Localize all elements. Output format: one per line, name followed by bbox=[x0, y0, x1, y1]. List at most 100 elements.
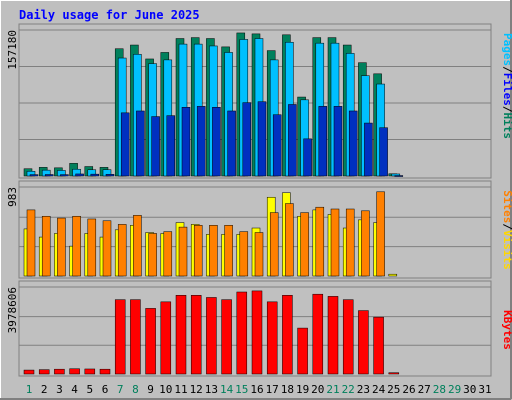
y-max-label: 3978606 bbox=[6, 287, 19, 333]
bar-pages-day-11 bbox=[181, 107, 191, 177]
bar-pages-day-12 bbox=[196, 106, 206, 177]
x-tick-label: 26 bbox=[402, 383, 415, 396]
bar-sites-day-7 bbox=[117, 224, 127, 277]
x-tick-label: 7 bbox=[117, 383, 124, 396]
bar-sites-day-15 bbox=[239, 231, 249, 277]
legend-separator: / bbox=[501, 106, 512, 113]
bar-sites-day-1 bbox=[26, 209, 36, 277]
bar-kbytes-day-25 bbox=[388, 372, 400, 375]
bar-pages-day-5 bbox=[90, 173, 100, 177]
bar-kbytes-day-20 bbox=[312, 293, 324, 375]
legend-visits: Visits bbox=[501, 230, 512, 270]
legend: Pages/Files/Hits bbox=[501, 33, 512, 139]
bar-kbytes-day-14 bbox=[221, 299, 232, 375]
x-tick-label: 31 bbox=[478, 383, 491, 396]
x-tick-label: 22 bbox=[342, 383, 355, 396]
bar-kbytes-day-3 bbox=[54, 368, 65, 375]
bar-kbytes-day-11 bbox=[175, 295, 187, 375]
bar-sites-day-11 bbox=[178, 226, 188, 277]
x-tick-label: 14 bbox=[220, 383, 234, 396]
x-tick-label: 21 bbox=[326, 383, 339, 396]
bar-kbytes-day-24 bbox=[373, 316, 384, 375]
x-tick-label: 24 bbox=[372, 383, 386, 396]
x-tick-label: 30 bbox=[463, 383, 476, 396]
bar-kbytes-day-2 bbox=[38, 369, 50, 375]
bar-kbytes-day-19 bbox=[297, 327, 308, 375]
bar-sites-day-4 bbox=[72, 215, 81, 277]
legend-kbytes: KBytes bbox=[501, 310, 512, 350]
y-max-label: 983 bbox=[6, 187, 19, 207]
bar-pages-day-4 bbox=[75, 173, 84, 177]
x-tick-label: 10 bbox=[159, 383, 172, 396]
bar-pages-day-10 bbox=[166, 115, 176, 177]
bar-kbytes-day-13 bbox=[206, 297, 217, 375]
bar-pages-day-18 bbox=[288, 104, 297, 177]
bar-pages-day-16 bbox=[257, 101, 267, 177]
x-tick-label: 5 bbox=[86, 383, 93, 396]
x-tick-label: 23 bbox=[357, 383, 370, 396]
x-tick-label: 13 bbox=[205, 383, 218, 396]
bar-pages-day-15 bbox=[242, 102, 252, 177]
x-axis-labels: 1 2 3 4 5 6 7 8 9 10 11 12 13 14 15 16 17 18 19 20 21 22 23 24 2… bbox=[26, 383, 492, 396]
chart-title: Daily usage for June 2025 bbox=[19, 8, 200, 22]
bar-pages-day-2 bbox=[44, 174, 54, 177]
bar-kbytes-day-4 bbox=[69, 368, 80, 375]
bar-kbytes-day-10 bbox=[160, 301, 172, 375]
bar-kbytes-day-7 bbox=[114, 299, 126, 375]
y-max-label: 157180 bbox=[6, 30, 19, 70]
x-tick-label: 4 bbox=[71, 383, 78, 396]
x-tick-label: 20 bbox=[311, 383, 324, 396]
x-tick-label: 2 bbox=[41, 383, 48, 396]
legend-separator: / bbox=[501, 223, 512, 230]
x-tick-label: 12 bbox=[190, 383, 203, 396]
bar-kbytes-day-15 bbox=[236, 291, 248, 375]
bar-sites-day-14 bbox=[224, 225, 233, 277]
legend-files: Files bbox=[501, 73, 512, 106]
bar-pages-day-17 bbox=[272, 114, 282, 177]
x-tick-label: 18 bbox=[281, 383, 294, 396]
x-tick-label: 6 bbox=[102, 383, 109, 396]
bar-pages-day-23 bbox=[364, 122, 373, 177]
bar-pages-day-22 bbox=[348, 110, 358, 177]
bar-visits-day-25 bbox=[388, 273, 398, 277]
bar-sites-day-22 bbox=[345, 208, 355, 277]
bar-sites-day-20 bbox=[315, 206, 325, 277]
bar-sites-day-13 bbox=[209, 225, 218, 277]
x-tick-label: 8 bbox=[132, 383, 139, 396]
panel-kbytes: 3978606 KBytes bbox=[6, 280, 512, 377]
x-tick-label: 9 bbox=[147, 383, 154, 396]
bar-pages-day-6 bbox=[105, 174, 115, 177]
x-tick-label: 25 bbox=[387, 383, 400, 396]
x-tick-label: 16 bbox=[250, 383, 263, 396]
bar-kbytes-day-16 bbox=[251, 290, 263, 375]
panel-visits: 983 Sites/Visits bbox=[6, 180, 512, 279]
bar-kbytes-day-21 bbox=[327, 296, 339, 375]
bar-sites-day-24 bbox=[376, 191, 385, 277]
bar-pages-day-19 bbox=[303, 138, 312, 177]
bar-sites-day-21 bbox=[330, 208, 340, 277]
legend: Sites/Visits bbox=[501, 190, 512, 270]
legend-sites: Sites bbox=[501, 190, 512, 223]
bar-sites-day-3 bbox=[57, 217, 66, 277]
bar-pages-day-13 bbox=[212, 107, 221, 177]
x-tick-label: 1 bbox=[26, 383, 33, 396]
x-tick-label: 19 bbox=[296, 383, 309, 396]
bar-pages-day-14 bbox=[227, 110, 236, 177]
bar-sites-day-5 bbox=[87, 218, 97, 277]
bar-sites-day-8 bbox=[133, 215, 142, 277]
chart-panels: 157180Pages/Files/Hits983Sites/Visits397… bbox=[6, 23, 512, 377]
x-tick-label: 17 bbox=[266, 383, 279, 396]
bar-sites-day-10 bbox=[163, 231, 173, 277]
bar-kbytes-day-9 bbox=[145, 308, 156, 375]
x-tick-label: 3 bbox=[56, 383, 63, 396]
bar-pages-day-24 bbox=[379, 127, 388, 177]
x-tick-label: 28 bbox=[433, 383, 446, 396]
legend-pages: Pages bbox=[501, 33, 512, 66]
bar-sites-day-19 bbox=[300, 212, 309, 277]
bar-kbytes-day-18 bbox=[282, 295, 293, 375]
bar-kbytes-day-12 bbox=[190, 295, 202, 375]
bar-sites-day-12 bbox=[193, 225, 203, 277]
legend: KBytes bbox=[501, 310, 512, 350]
